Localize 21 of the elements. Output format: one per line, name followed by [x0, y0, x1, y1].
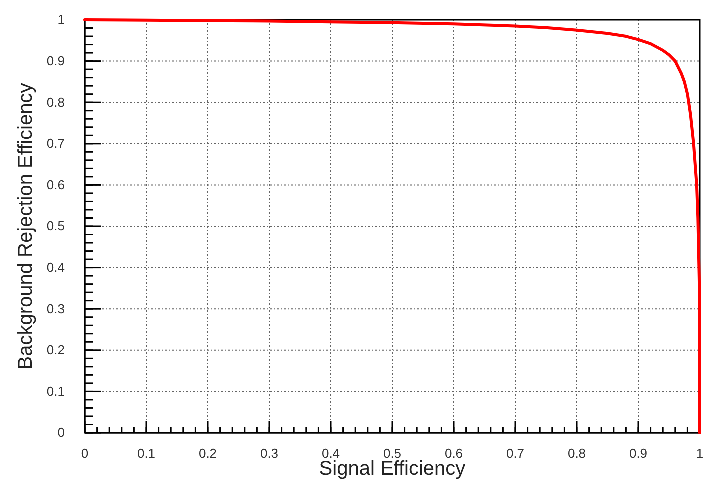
y-tick-label: 0.7 — [46, 136, 65, 152]
x-tick-label: 0.1 — [137, 446, 156, 462]
x-tick-label: 0.8 — [568, 446, 586, 462]
y-tick-label: 0.6 — [46, 177, 65, 192]
y-axis-title: Background Rejection Efficiency — [15, 83, 37, 370]
x-tick-label: 0.2 — [198, 446, 218, 462]
line-series — [84, 18, 702, 434]
x-tick-label: 0 — [81, 446, 89, 462]
x-tick-label: 0.3 — [260, 446, 279, 462]
x-tick-label: 0.7 — [506, 446, 525, 462]
y-tick-label: 0.1 — [46, 384, 65, 399]
y-tick-label: 0.8 — [46, 94, 65, 110]
y-tick-label: 0.2 — [46, 342, 65, 358]
y-tick-label: 0.4 — [46, 260, 65, 275]
y-tick-label: 0.5 — [46, 218, 65, 234]
y-tick-label: 0.3 — [46, 301, 65, 316]
x-tick-label: 1 — [696, 446, 704, 462]
y-tick-label: 1 — [58, 12, 65, 28]
x-tick-label: 0.9 — [629, 446, 648, 462]
y-tick-label: 0 — [58, 425, 65, 440]
y-tick-label: 0.9 — [46, 53, 65, 68]
